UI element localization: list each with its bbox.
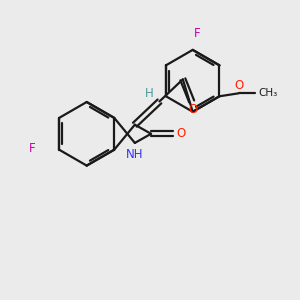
Text: O: O [177,127,186,140]
Text: NH: NH [126,148,144,160]
Text: O: O [188,103,198,116]
Text: F: F [194,28,200,40]
Text: H: H [145,87,154,100]
Text: CH₃: CH₃ [258,88,278,98]
Text: O: O [235,79,244,92]
Text: F: F [29,142,36,155]
